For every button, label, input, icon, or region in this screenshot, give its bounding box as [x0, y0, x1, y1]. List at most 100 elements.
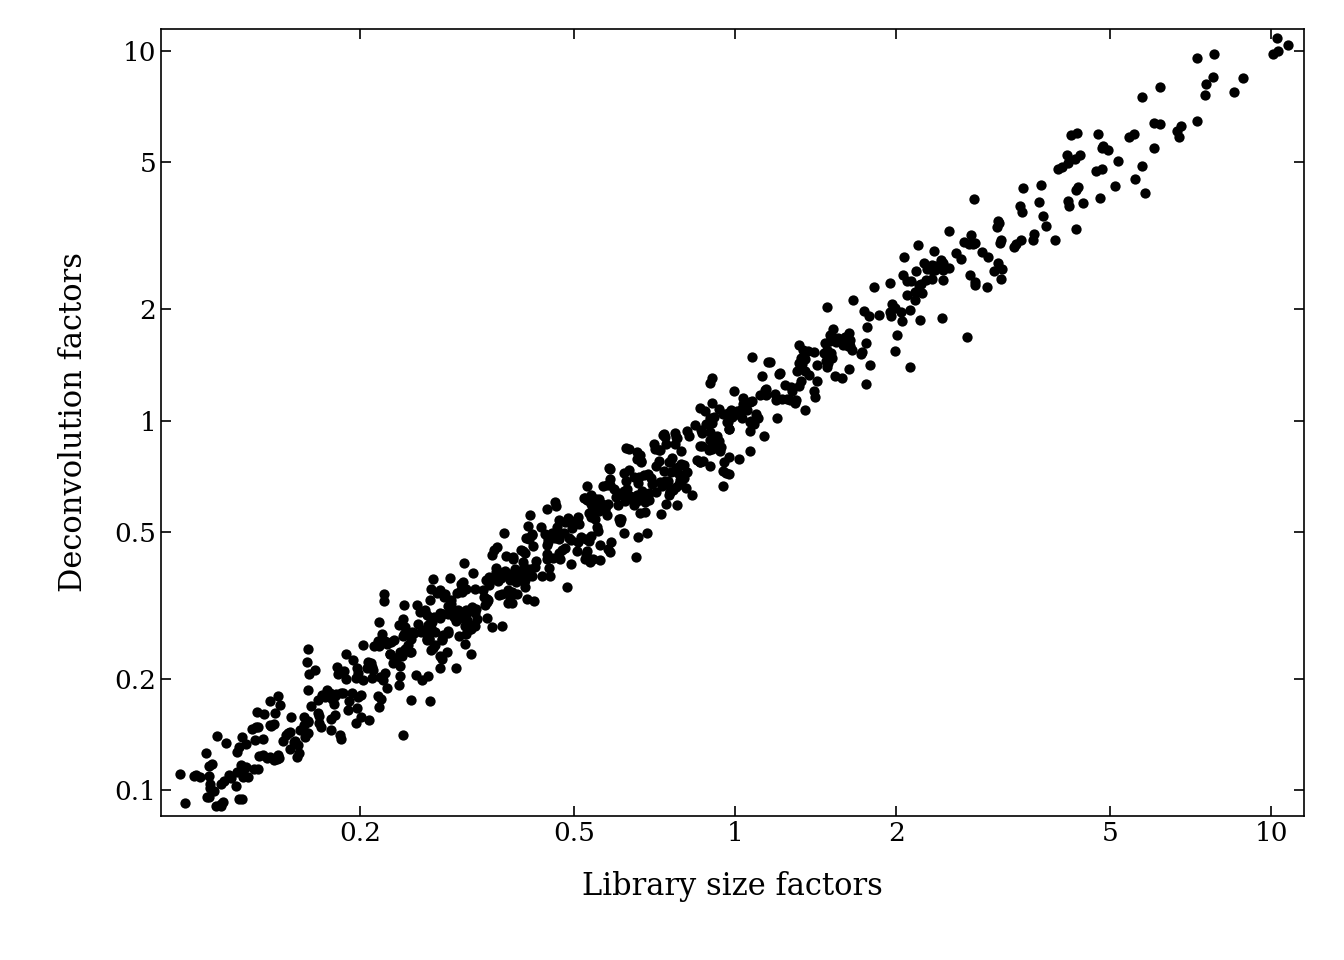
Point	[380, 635, 402, 650]
Point	[332, 685, 353, 701]
Point	[399, 644, 421, 660]
Point	[739, 444, 761, 459]
Point	[417, 617, 438, 633]
Point	[444, 609, 465, 624]
Point	[589, 538, 610, 553]
Point	[429, 582, 450, 597]
Point	[441, 602, 462, 617]
Point	[1064, 221, 1086, 236]
Point	[1093, 138, 1114, 154]
Point	[231, 765, 253, 780]
Point	[769, 367, 790, 382]
Point	[700, 416, 722, 431]
Point	[921, 257, 942, 273]
Point	[1168, 130, 1189, 145]
Point	[517, 531, 539, 546]
Point	[521, 568, 543, 584]
Point	[521, 527, 543, 542]
Point	[702, 371, 723, 386]
Point	[231, 729, 253, 744]
Point	[226, 765, 247, 780]
Point	[444, 610, 465, 625]
Point	[434, 586, 456, 601]
Point	[816, 342, 837, 357]
Point	[814, 336, 836, 351]
Point	[724, 405, 746, 420]
Point	[759, 354, 781, 370]
Point	[1066, 181, 1087, 197]
Point	[394, 626, 415, 641]
Point	[247, 720, 269, 735]
Point	[308, 715, 329, 731]
Point	[804, 344, 825, 359]
Point	[367, 634, 388, 649]
Point	[417, 632, 438, 647]
Point	[370, 669, 391, 684]
Point	[536, 552, 558, 567]
Point	[425, 636, 446, 652]
Point	[500, 572, 521, 588]
Point	[319, 685, 340, 701]
Point	[730, 402, 751, 418]
Point	[495, 564, 516, 579]
Point	[891, 314, 913, 329]
Point	[835, 329, 856, 345]
Point	[331, 685, 352, 701]
Point	[624, 497, 645, 513]
Point	[714, 454, 735, 469]
Point	[298, 667, 320, 683]
Point	[852, 345, 874, 360]
Point	[657, 473, 679, 489]
Point	[739, 423, 761, 439]
Point	[423, 610, 445, 625]
Point	[923, 244, 945, 259]
Point	[228, 739, 250, 755]
Point	[747, 410, 769, 425]
Point	[788, 378, 809, 394]
Point	[247, 705, 269, 720]
Point	[905, 284, 926, 300]
Point	[199, 758, 220, 774]
Point	[681, 487, 703, 502]
Point	[757, 355, 778, 371]
Point	[938, 224, 960, 239]
Point	[616, 473, 637, 489]
Point	[505, 569, 527, 585]
Point	[832, 370, 853, 385]
Point	[438, 624, 460, 639]
Point	[308, 708, 329, 724]
Point	[728, 451, 750, 467]
Point	[656, 437, 677, 452]
Point	[433, 627, 454, 642]
Point	[437, 606, 458, 621]
Point	[1232, 71, 1254, 86]
Point	[512, 566, 534, 582]
Point	[196, 789, 218, 804]
Point	[630, 455, 652, 470]
Point	[610, 515, 632, 530]
Point	[495, 548, 516, 564]
Point	[606, 490, 628, 505]
Point	[915, 273, 937, 288]
Point	[551, 542, 573, 558]
Point	[294, 717, 316, 732]
Point	[556, 579, 578, 594]
Point	[441, 596, 462, 612]
Point	[552, 525, 574, 540]
Point	[183, 768, 204, 783]
Point	[285, 733, 306, 749]
Point	[938, 260, 960, 276]
Point	[449, 611, 470, 626]
Point	[648, 443, 669, 458]
Point	[1124, 172, 1145, 187]
Point	[359, 658, 380, 673]
Point	[267, 748, 289, 763]
Point	[464, 582, 485, 597]
Point	[880, 308, 902, 324]
Point	[839, 325, 860, 341]
Point	[1012, 180, 1034, 196]
Point	[433, 589, 454, 605]
Point	[491, 618, 512, 634]
Point	[664, 437, 685, 452]
Point	[569, 516, 590, 531]
